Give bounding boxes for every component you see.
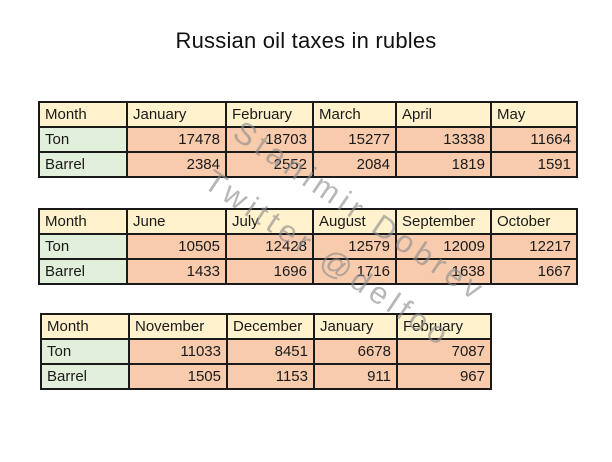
value-cell: 1505	[128, 363, 228, 390]
month-column-header: January	[126, 101, 227, 128]
row-label-cell: Barrel	[40, 363, 130, 390]
value-cell: 8451	[226, 338, 315, 365]
value-cell: 1433	[126, 258, 227, 285]
row-label-cell: Ton	[40, 338, 130, 365]
month-column-header: March	[312, 101, 397, 128]
value-cell: 1638	[395, 258, 492, 285]
month-column-header: June	[126, 208, 227, 235]
value-cell: 17478	[126, 126, 227, 153]
row-label-cell: Barrel	[38, 151, 128, 178]
ton-row: Ton 11033 8451 6678 7087	[40, 338, 492, 365]
month-column-header: July	[225, 208, 314, 235]
value-cell: 1591	[490, 151, 578, 178]
barrel-row: Barrel 2384 2552 2084 1819 1591	[38, 151, 578, 178]
value-cell: 13338	[395, 126, 492, 153]
header-row: Month November December January February	[40, 313, 492, 340]
month-column-header: February	[396, 313, 492, 340]
value-cell: 15277	[312, 126, 397, 153]
value-cell: 1153	[226, 363, 315, 390]
month-column-header: January	[313, 313, 398, 340]
value-cell: 18703	[225, 126, 314, 153]
barrel-row: Barrel 1433 1696 1716 1638 1667	[38, 258, 578, 285]
value-cell: 911	[313, 363, 398, 390]
month-column-header: May	[490, 101, 578, 128]
value-cell: 6678	[313, 338, 398, 365]
month-column-header: December	[226, 313, 315, 340]
row-label-cell: Barrel	[38, 258, 128, 285]
tax-table-jun-oct: Month June July August September October…	[38, 208, 578, 285]
month-header-cell: Month	[38, 101, 128, 128]
value-cell: 10505	[126, 233, 227, 260]
ton-row: Ton 10505 12428 12579 12009 12217	[38, 233, 578, 260]
value-cell: 7087	[396, 338, 492, 365]
row-label-cell: Ton	[38, 233, 128, 260]
tax-table-nov-feb: Month November December January February…	[40, 313, 492, 390]
value-cell: 1819	[395, 151, 492, 178]
value-cell: 12579	[312, 233, 397, 260]
value-cell: 12009	[395, 233, 492, 260]
value-cell: 2384	[126, 151, 227, 178]
value-cell: 12428	[225, 233, 314, 260]
month-column-header: November	[128, 313, 228, 340]
month-header-cell: Month	[38, 208, 128, 235]
month-column-header: February	[225, 101, 314, 128]
tax-table-jan-may: Month January February March April May T…	[38, 101, 578, 178]
value-cell: 1716	[312, 258, 397, 285]
month-column-header: August	[312, 208, 397, 235]
value-cell: 12217	[490, 233, 578, 260]
month-header-cell: Month	[40, 313, 130, 340]
month-column-header: October	[490, 208, 578, 235]
month-column-header: September	[395, 208, 492, 235]
value-cell: 1667	[490, 258, 578, 285]
page-title: Russian oil taxes in rubles	[175, 28, 437, 53]
value-cell: 11664	[490, 126, 578, 153]
value-cell: 2084	[312, 151, 397, 178]
header-row: Month June July August September October	[38, 208, 578, 235]
value-cell: 967	[396, 363, 492, 390]
month-column-header: April	[395, 101, 492, 128]
row-label-cell: Ton	[38, 126, 128, 153]
value-cell: 2552	[225, 151, 314, 178]
ton-row: Ton 17478 18703 15277 13338 11664	[38, 126, 578, 153]
header-row: Month January February March April May	[38, 101, 578, 128]
value-cell: 1696	[225, 258, 314, 285]
barrel-row: Barrel 1505 1153 911 967	[40, 363, 492, 390]
value-cell: 11033	[128, 338, 228, 365]
